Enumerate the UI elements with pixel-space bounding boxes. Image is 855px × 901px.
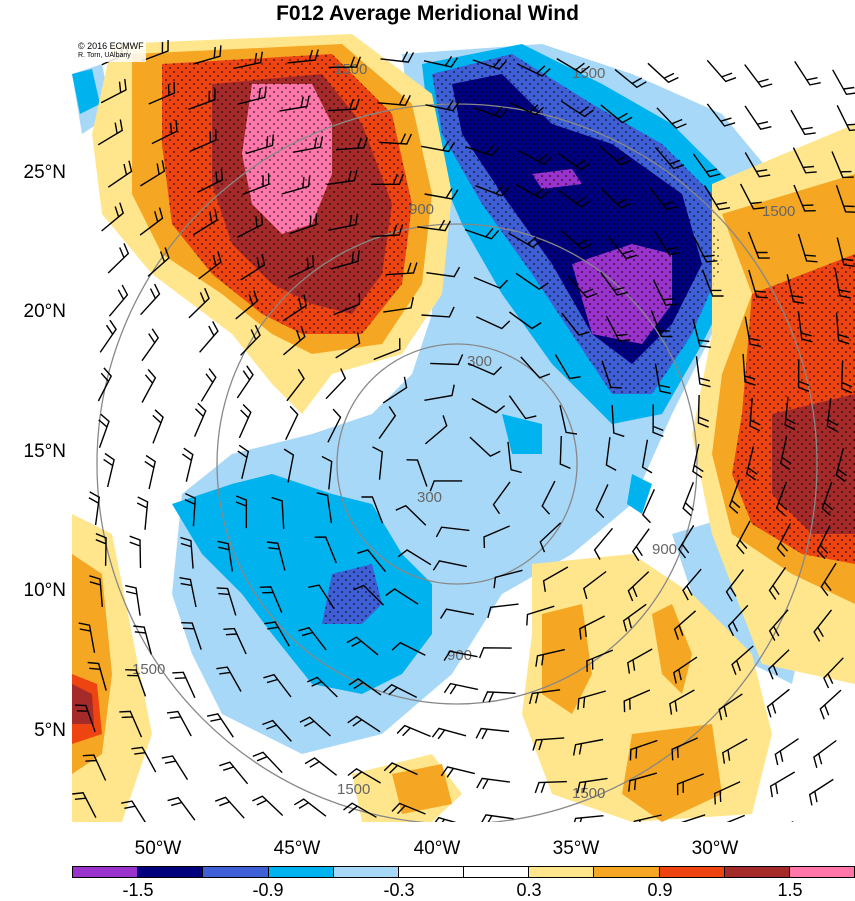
colorbar-label-neg0-9: -0.9: [252, 880, 283, 901]
credit-box: © 2016 ECMWF R. Torn, UAlbany: [76, 40, 146, 62]
colorbar: [72, 866, 855, 878]
colorbar-swatch: [660, 867, 725, 877]
colorbar-swatch: [790, 867, 854, 877]
lat-label-15n: 15°N: [0, 441, 66, 463]
ring-label-900: 900: [409, 201, 434, 218]
lat-label-20n: 20°N: [0, 301, 66, 323]
author-text: R. Torn, UAlbany: [78, 51, 144, 61]
lon-label-30w: 30°W: [692, 838, 739, 860]
lat-label-5n: 5°N: [0, 720, 66, 742]
meridional-wind-map: 300 300 900 900 900 1500 1500 1500 1500 …: [72, 34, 855, 822]
ring-label-300: 300: [467, 353, 492, 370]
lat-label-25n: 25°N: [0, 162, 66, 184]
colorbar-label-0-9: 0.9: [647, 880, 672, 901]
colorbar-label-1-5: 1.5: [777, 880, 802, 901]
map-panel: 300 300 900 900 900 1500 1500 1500 1500 …: [72, 34, 855, 822]
lat-label-10n: 10°N: [0, 580, 66, 602]
lon-label-45w: 45°W: [274, 838, 321, 860]
colorbar-swatch: [464, 867, 529, 877]
lon-label-50w: 50°W: [135, 838, 182, 860]
colorbar-swatch: [594, 867, 659, 877]
colorbar-label-neg1-5: -1.5: [122, 880, 153, 901]
colorbar-swatch: [725, 867, 790, 877]
colorbar-swatch: [203, 867, 268, 877]
lon-label-35w: 35°W: [553, 838, 600, 860]
colorbar-swatch: [138, 867, 203, 877]
colorbar-swatch: [73, 867, 138, 877]
colorbar-swatch: [529, 867, 594, 877]
lon-label-40w: 40°W: [414, 838, 461, 860]
colorbar-swatch: [399, 867, 464, 877]
colorbar-label-0-3: 0.3: [516, 880, 541, 901]
colorbar-swatch: [334, 867, 399, 877]
ring-label-1500-e: 1500: [337, 781, 370, 798]
ring-label-900-c: 900: [652, 541, 677, 558]
ring-label-300-b: 300: [417, 489, 442, 506]
colorbar-swatch: [269, 867, 334, 877]
copyright-text: © 2016 ECMWF: [78, 41, 144, 51]
ring-label-1500-f: 1500: [572, 785, 605, 802]
ring-label-1500-c: 1500: [762, 203, 795, 220]
ring-label-1500: 1500: [334, 61, 367, 78]
map-title: F012 Average Meridional Wind: [0, 0, 855, 28]
colorbar-label-neg0-3: -0.3: [383, 880, 414, 901]
